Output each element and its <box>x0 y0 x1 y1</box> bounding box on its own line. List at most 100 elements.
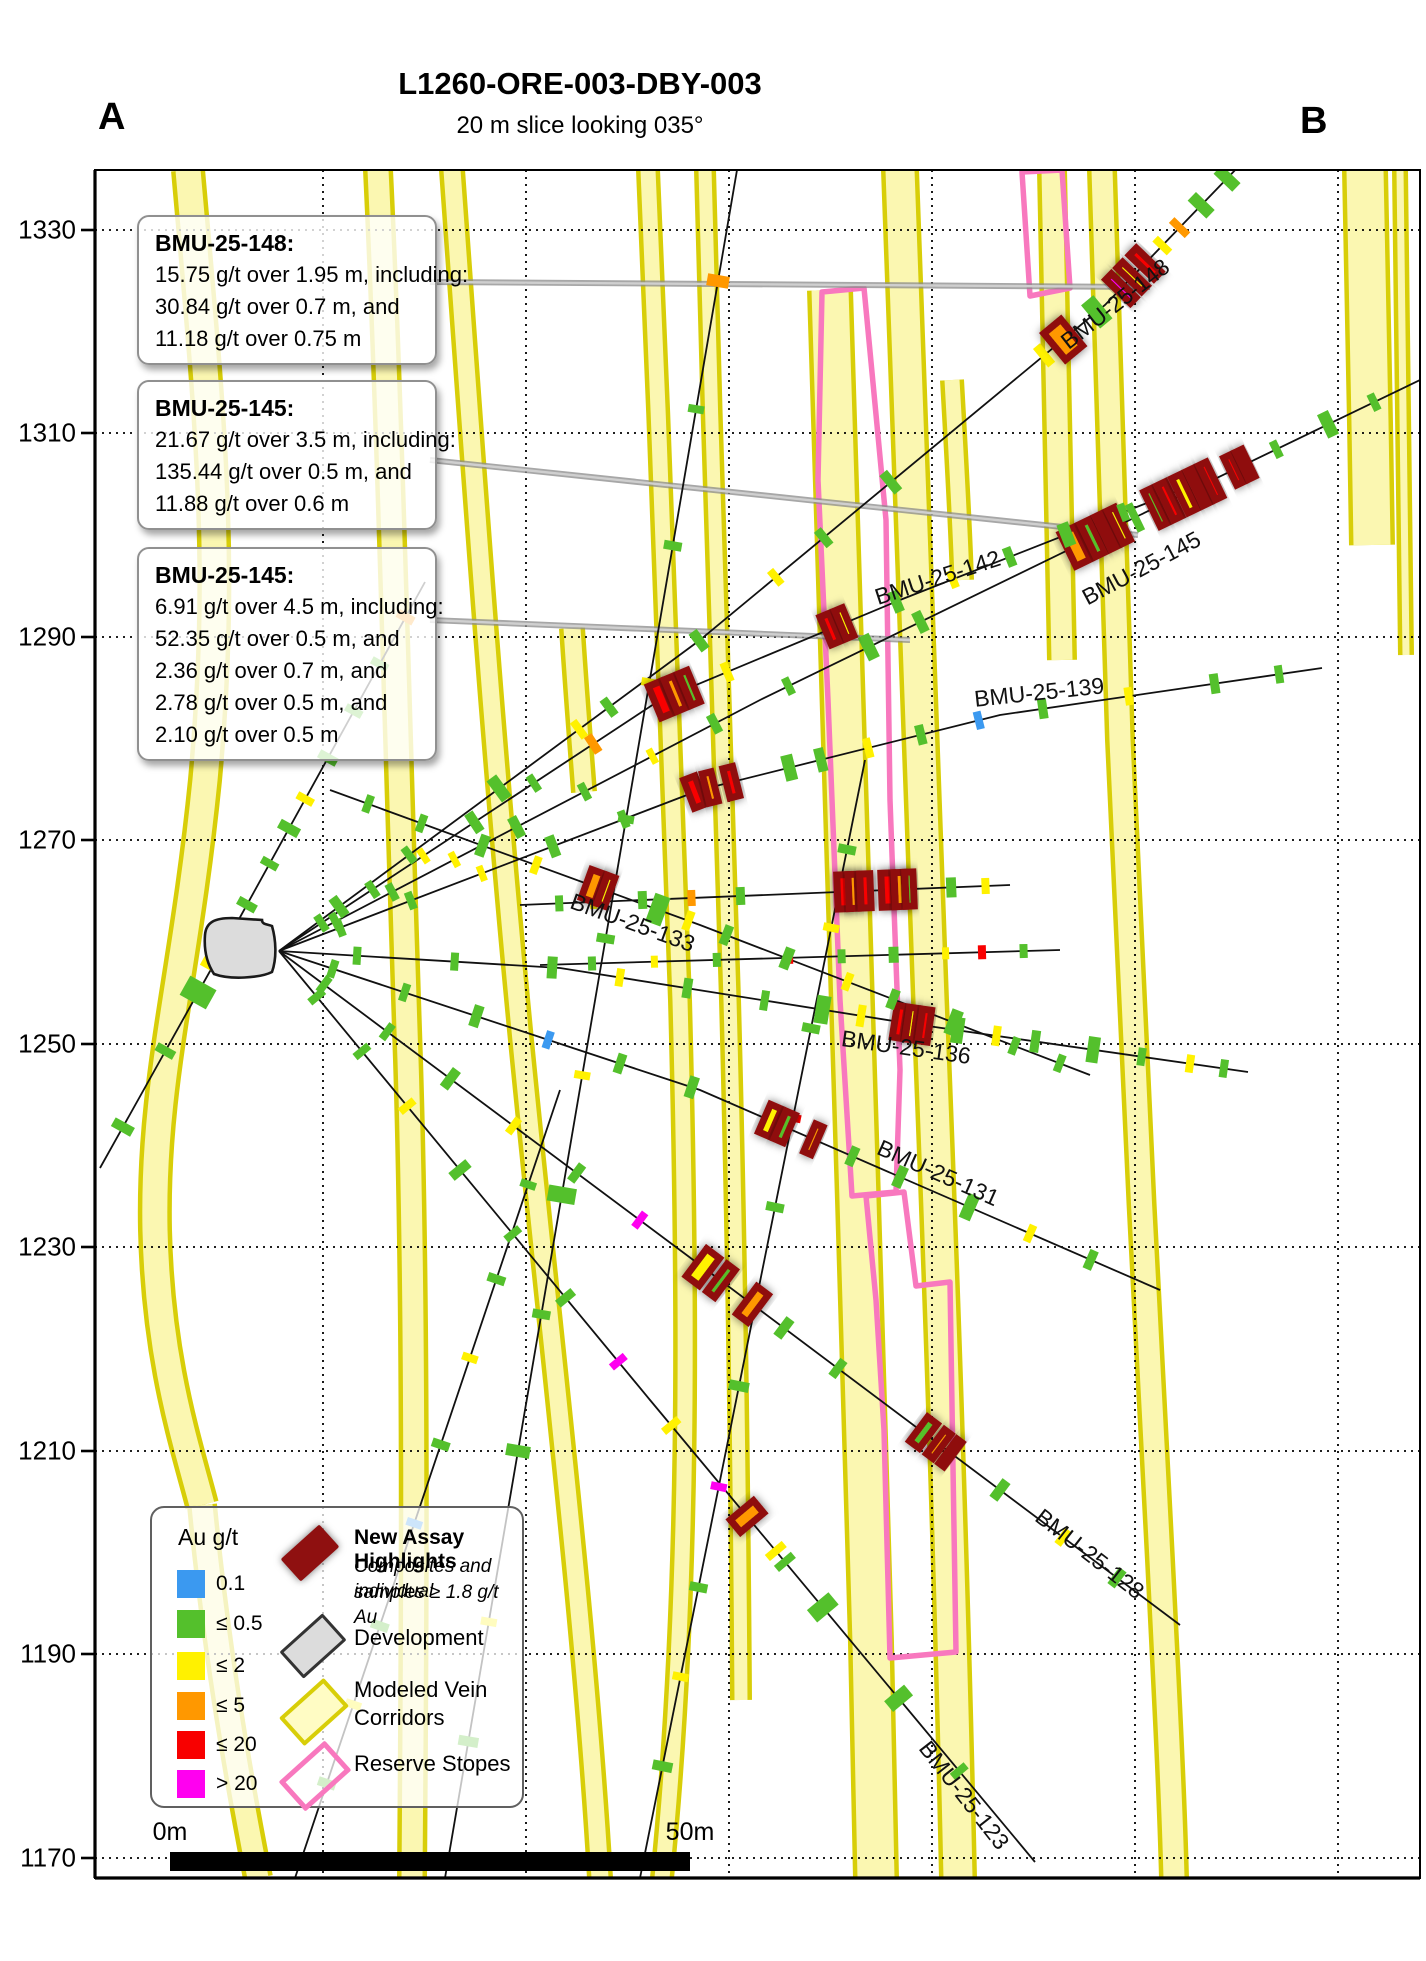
assay-highlight-marker <box>856 870 875 912</box>
assay-marker <box>855 1004 867 1028</box>
assay-marker <box>844 1145 861 1168</box>
assay-marker <box>583 733 603 755</box>
assay-marker <box>645 892 671 927</box>
assay-marker <box>822 922 840 934</box>
assay-marker <box>766 567 785 587</box>
grade-color-label: ≤ 2 <box>216 1654 246 1677</box>
callout-assay-line: 2.36 g/t over 0.7 m, and <box>155 658 388 683</box>
assay-highlight-marker <box>815 608 846 650</box>
legend-grade-title: Au g/t <box>178 1524 239 1550</box>
drill-trace <box>278 950 1249 1073</box>
assay-highlight-marker <box>799 1119 828 1160</box>
assay-marker <box>1168 217 1191 239</box>
assay-highlight-marker <box>1152 477 1187 525</box>
vein-corridor-fill <box>563 627 593 793</box>
grade-color-label: ≤ 5 <box>216 1694 246 1717</box>
assay-marker <box>1116 502 1131 523</box>
elevation-tick-label: 1310 <box>18 417 76 448</box>
assay-marker <box>806 1592 839 1623</box>
assay-marker <box>879 469 903 495</box>
grade-color-swatch <box>177 1652 205 1680</box>
callout-hole-id: BMU-25-145: <box>155 395 295 421</box>
assay-marker <box>1273 664 1285 684</box>
elevation-tick-label: 1190 <box>20 1638 76 1669</box>
assay-marker <box>1208 673 1221 695</box>
assay-marker <box>332 917 347 938</box>
legend-assay-note-line2: samples ≥ 1.8 g/t Au <box>354 1582 499 1628</box>
assay-marker <box>546 956 558 979</box>
assay-highlight-marker <box>921 1424 956 1464</box>
assay-marker <box>461 1351 479 1365</box>
assay-marker <box>486 1271 507 1287</box>
drillhole-label: BMU-25-128 <box>1031 1503 1150 1604</box>
assay-marker <box>911 609 930 634</box>
assay-marker <box>718 924 735 947</box>
assay-marker <box>728 1379 750 1393</box>
assay-marker <box>403 890 418 911</box>
assay-marker <box>861 737 875 759</box>
assay-marker <box>706 273 730 289</box>
callout-hole-id: BMU-25-145: <box>155 562 295 588</box>
elevation-tick-label: 1330 <box>18 214 76 245</box>
vein-corridor-fill <box>885 171 973 1877</box>
assay-marker <box>398 982 412 1003</box>
section-end-label-a: A <box>98 96 126 138</box>
assay-marker <box>1082 1248 1099 1271</box>
scale-label-0m: 0m <box>152 1818 188 1846</box>
legend: Au g/t 0.1 ≤ 0.5 ≤ 2 ≤ 5 ≤ 20 > 20 New Assay … <box>150 1506 524 1812</box>
assay-marker <box>447 850 462 869</box>
assay-marker <box>764 1540 787 1562</box>
assay-marker <box>712 952 722 968</box>
callout-assay-line: 15.75 g/t over 1.95 m, including: <box>155 262 469 287</box>
assay-marker <box>505 1443 531 1459</box>
legend-assay-highlights-label: New Assay Highlights <box>354 1526 465 1573</box>
assay-marker <box>885 988 901 1011</box>
assay-marker <box>504 1116 523 1136</box>
assay-marker <box>595 932 616 945</box>
assay-marker <box>616 809 631 830</box>
assay-marker <box>1316 410 1340 439</box>
assay-marker <box>759 989 771 1011</box>
assay-marker <box>587 956 597 971</box>
assay-marker <box>486 774 512 803</box>
assay-marker <box>977 945 987 960</box>
assay-highlight-marker <box>681 1243 725 1291</box>
assay-marker <box>544 834 562 859</box>
vein-corridor-fill <box>640 171 693 1877</box>
assay-marker <box>450 952 460 971</box>
assay-marker <box>1107 1567 1127 1589</box>
assay-marker <box>943 1008 964 1037</box>
assay-marker <box>313 913 330 933</box>
assay-marker <box>599 696 619 718</box>
assay-marker <box>828 1357 848 1380</box>
assay-marker <box>1085 1036 1102 1064</box>
assay-highlight-marker <box>659 671 692 716</box>
assay-marker <box>1136 1047 1147 1067</box>
assay-marker <box>608 1352 628 1371</box>
callout-assay-line: 52.35 g/t over 0.5 m, and <box>155 626 400 651</box>
assay-marker <box>276 818 302 839</box>
assay-marker <box>719 661 735 683</box>
grade-color-label: ≤ 0.5 <box>216 1612 263 1635</box>
assay-marker <box>778 946 796 971</box>
assay-highlight-marker <box>1230 444 1260 484</box>
assay-marker <box>614 967 626 988</box>
assay-marker <box>384 882 400 902</box>
legend-vein-label-line2: Corridors <box>354 1705 445 1730</box>
assay-marker <box>464 810 485 835</box>
assay-marker <box>400 845 418 865</box>
assay-highlight-marker <box>731 1281 774 1328</box>
assay-marker <box>448 1159 472 1181</box>
grade-color-swatch <box>177 1610 205 1638</box>
development-icon <box>279 1613 347 1679</box>
assay-highlight-marker <box>725 1495 769 1538</box>
assay-highlight-marker <box>904 1412 943 1454</box>
assay-highlight-marker <box>1139 483 1173 531</box>
assay-marker <box>840 971 855 992</box>
assay-marker <box>475 864 488 883</box>
assay-marker <box>688 1581 709 1594</box>
assay-callout-box: BMU-25-145: 21.67 g/t over 3.5 m, includi… <box>137 380 456 530</box>
assay-marker <box>519 1178 538 1191</box>
figure-subtitle: 20 m slice looking 035° <box>456 112 704 139</box>
assay-highlight-marker <box>753 1099 787 1142</box>
